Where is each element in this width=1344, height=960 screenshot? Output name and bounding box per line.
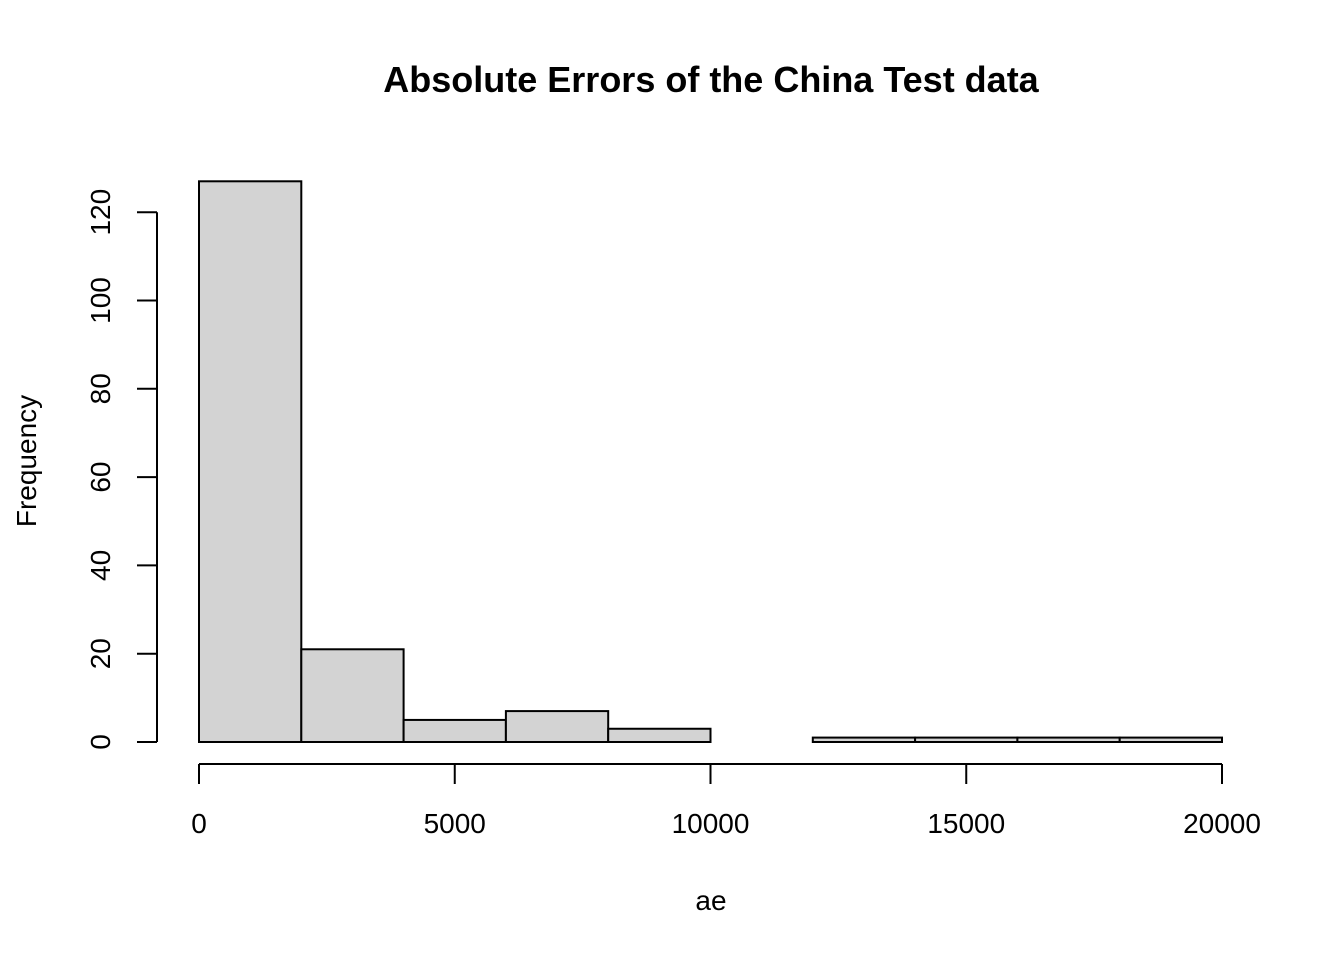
histogram-bar-4 bbox=[607, 727, 712, 744]
histogram-bar-6 bbox=[811, 736, 917, 744]
histogram-bar-1 bbox=[300, 648, 405, 743]
x-tick-label: 15000 bbox=[927, 808, 1005, 839]
x-tick-label: 0 bbox=[191, 808, 207, 839]
y-tick-label: 60 bbox=[85, 462, 116, 493]
y-tick-label: 80 bbox=[85, 373, 116, 404]
bars-group bbox=[198, 180, 1223, 744]
y-tick-label: 120 bbox=[85, 189, 116, 236]
y-axis-label: Frequency bbox=[11, 395, 42, 527]
y-tick-label: 100 bbox=[85, 277, 116, 324]
y-tick-label: 40 bbox=[85, 550, 116, 581]
histogram-bar-9 bbox=[1118, 736, 1223, 744]
x-axis: 0 5000 10000 15000 20000 bbox=[191, 763, 1261, 839]
x-tick-label: 20000 bbox=[1183, 808, 1261, 839]
y-tick-label: 0 bbox=[85, 734, 116, 750]
x-axis-label: ae bbox=[695, 885, 726, 916]
histogram-bar-7 bbox=[914, 736, 1019, 744]
histogram-bar-2 bbox=[402, 718, 507, 743]
chart-title: Absolute Errors of the China Test data bbox=[383, 59, 1039, 100]
y-tick-label: 20 bbox=[85, 638, 116, 669]
histogram-bar-0 bbox=[198, 180, 303, 744]
histogram-bar-8 bbox=[1016, 736, 1121, 744]
y-axis: 0 20 40 60 80 100 120 bbox=[85, 189, 158, 750]
histogram-bar-3 bbox=[504, 710, 610, 743]
x-tick-label: 10000 bbox=[672, 808, 750, 839]
x-tick-label: 5000 bbox=[424, 808, 486, 839]
